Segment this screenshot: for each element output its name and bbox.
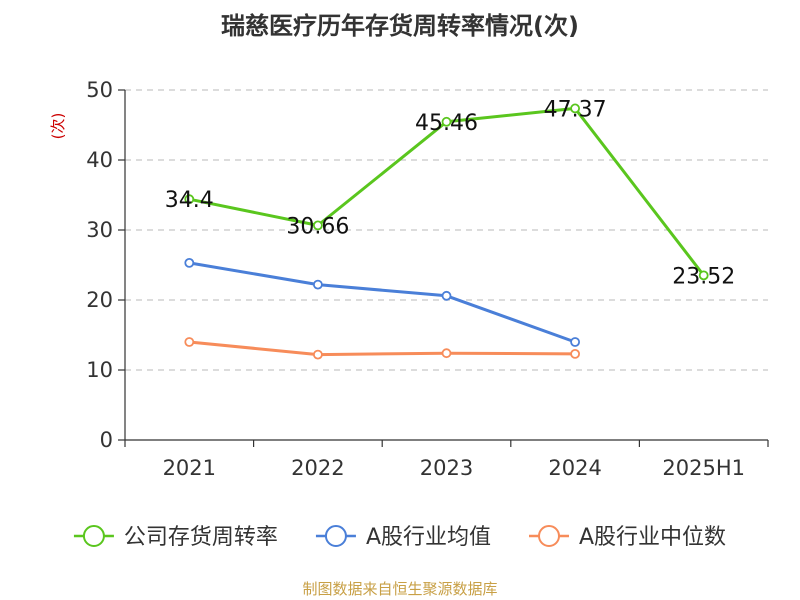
legend-marker [324,525,347,547]
data-labels: 34.4 30.66 45.46 47.37 23.52 [165,97,735,289]
data-label: 30.66 [286,214,349,239]
data-point [312,220,323,231]
y-tick-label: 30 [86,218,113,242]
series-line-1 [189,261,576,344]
data-point [570,337,580,347]
y-tick-label: 40 [86,148,113,172]
y-axis-label: (次) [49,113,67,140]
data-point [441,290,452,301]
data-label: 23.52 [672,264,735,289]
data-point [441,348,452,359]
data-label: 45.46 [415,111,478,136]
legend-item-2: A股行业中位数 [529,525,726,550]
y-tick-label: 10 [86,358,113,382]
data-point [698,270,709,281]
data-point [312,279,323,290]
x-tick-label: 2023 [420,456,473,480]
legend-item-0: 公司存货周转率 [73,525,278,550]
legend: 公司存货周转率 A股行业均值 A股行业中位数 [73,525,726,550]
data-point [184,337,195,347]
legend-label: A股行业均值 [366,525,491,550]
series [184,103,709,360]
legend-marker [82,525,105,547]
y-tick-label: 0 [100,428,113,452]
data-point [570,348,580,359]
data-point [312,349,323,360]
data-point [441,116,452,127]
series-line-2 [189,340,576,357]
axes: 0 10 20 30 40 50 2021 2022 2023 2024 2025H1 (次) [49,78,769,480]
chart-title: 瑞慈医疗历年存货周转率情况(次) [221,12,579,40]
legend-item-1: A股行业均值 [315,525,491,550]
y-tick-label: 20 [86,288,113,312]
legend-marker [538,525,561,547]
data-point [184,257,195,268]
data-label: 47.37 [544,97,607,122]
x-tick-label: 2025H1 [662,456,745,480]
legend-label: 公司存货周转率 [124,525,278,550]
x-tick-label: 2024 [548,456,601,480]
source-note: 制图数据来自恒生聚源数据库 [302,580,498,598]
data-point [570,103,580,114]
legend-label: A股行业中位数 [579,525,726,550]
data-point [184,194,195,205]
data-label: 34.4 [165,188,214,213]
x-tick-label: 2022 [291,456,344,480]
x-tick-label: 2021 [163,456,216,480]
y-tick-label: 50 [86,78,113,102]
